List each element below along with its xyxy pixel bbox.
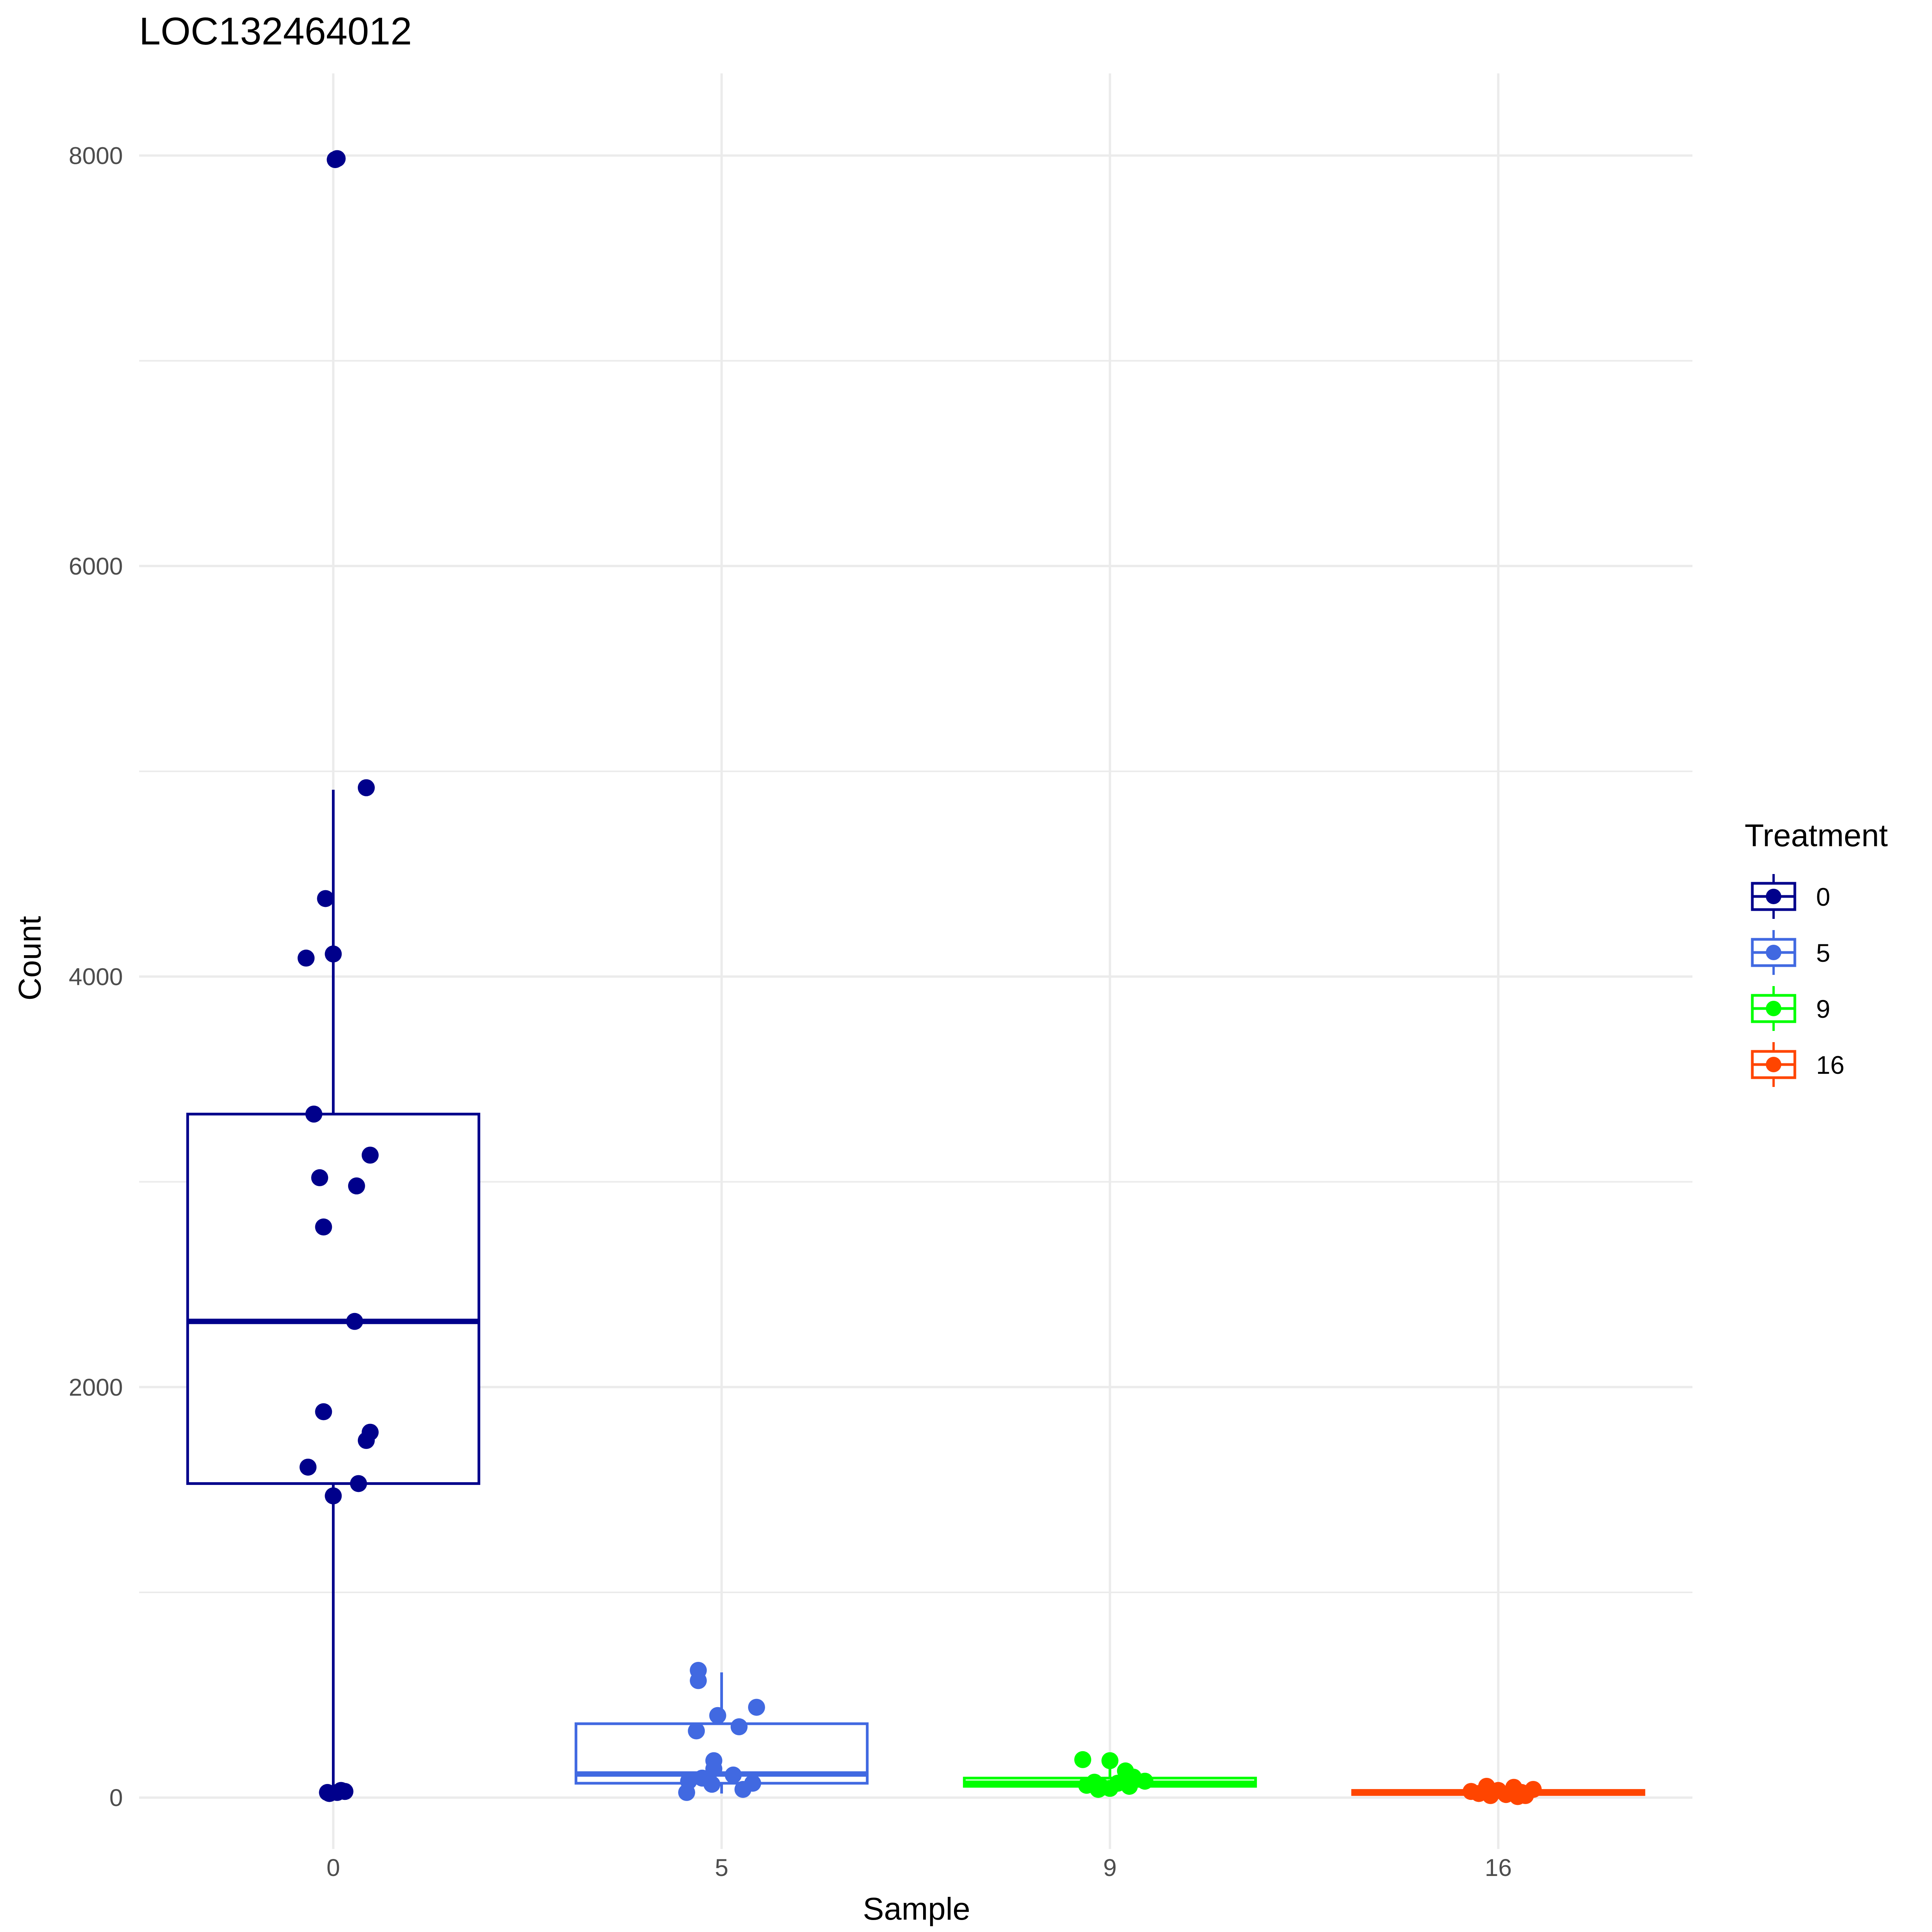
x-axis-title: Sample <box>863 1891 970 1927</box>
legend-key-point <box>1766 1057 1781 1072</box>
y-tick-label: 6000 <box>69 553 123 580</box>
legend-item-16: 16 <box>1751 1042 1844 1087</box>
y-tick-label: 0 <box>109 1784 123 1811</box>
data-point-0 <box>315 1218 332 1236</box>
data-point-0 <box>328 150 346 167</box>
data-point-0 <box>315 1403 332 1420</box>
data-point-0 <box>361 1146 379 1164</box>
data-point-0 <box>311 1169 328 1186</box>
data-point-0 <box>350 1475 367 1492</box>
data-point-5 <box>705 1760 723 1777</box>
data-point-5 <box>748 1699 765 1716</box>
x-tick-label: 5 <box>715 1854 728 1881</box>
data-point-5 <box>730 1718 748 1735</box>
data-point-0 <box>325 945 342 963</box>
x-tick-label: 9 <box>1103 1854 1117 1881</box>
legend-item-5: 5 <box>1751 930 1830 975</box>
legend-label: 16 <box>1816 1051 1844 1079</box>
legend-item-0: 0 <box>1751 874 1830 919</box>
legend: Treatment 0 5 9 16 <box>1745 818 1888 1087</box>
data-point-9 <box>1090 1781 1107 1798</box>
data-point-9 <box>1074 1751 1092 1768</box>
data-point-0 <box>305 1105 323 1123</box>
data-point-0 <box>357 1432 375 1449</box>
y-tick-label: 4000 <box>69 963 123 990</box>
legend-items: 0 5 9 16 <box>1751 874 1844 1087</box>
legend-key-point <box>1766 945 1781 960</box>
data-point-9 <box>1121 1777 1138 1795</box>
data-point-5 <box>678 1784 696 1801</box>
data-point-5 <box>709 1707 726 1724</box>
data-point-16 <box>1509 1788 1526 1805</box>
data-point-0 <box>348 1177 365 1195</box>
legend-key-point <box>1766 889 1781 904</box>
data-point-5 <box>690 1672 707 1689</box>
data-point-5 <box>724 1766 742 1784</box>
y-tick-label: 8000 <box>69 142 123 169</box>
data-point-0 <box>325 1487 342 1505</box>
x-tick-label: 0 <box>327 1854 340 1881</box>
legend-item-9: 9 <box>1751 986 1830 1031</box>
data-point-0 <box>357 779 375 796</box>
legend-label: 9 <box>1816 995 1830 1023</box>
x-axis-ticks: 0 5 9 16 <box>327 1854 1512 1881</box>
y-tick-label: 2000 <box>69 1374 123 1401</box>
y-axis-title: Count <box>12 916 48 1000</box>
data-point-0 <box>346 1313 363 1330</box>
y-axis-ticks: 0 2000 4000 6000 8000 <box>69 142 123 1811</box>
box-0 <box>186 789 480 1794</box>
chart-title: LOC132464012 <box>139 10 412 53</box>
data-point-0 <box>321 1785 338 1802</box>
data-point-0 <box>317 890 334 907</box>
data-point-9 <box>1136 1772 1153 1790</box>
legend-label: 0 <box>1816 883 1830 911</box>
box-iqr <box>186 1112 480 1485</box>
x-tick-label: 16 <box>1485 1854 1512 1881</box>
legend-title: Treatment <box>1745 818 1888 853</box>
data-point-5 <box>703 1776 721 1793</box>
data-point-16 <box>1482 1787 1499 1804</box>
box-5 <box>575 1672 869 1794</box>
data-point-9 <box>1101 1752 1119 1769</box>
data-point-5 <box>688 1722 705 1740</box>
data-point-0 <box>298 949 315 967</box>
data-point-0 <box>299 1458 317 1476</box>
data-point-0 <box>336 1783 354 1800</box>
legend-key-point <box>1766 1001 1781 1016</box>
point-layer <box>298 150 1542 1805</box>
data-point-5 <box>734 1781 752 1798</box>
legend-label: 5 <box>1816 939 1830 967</box>
